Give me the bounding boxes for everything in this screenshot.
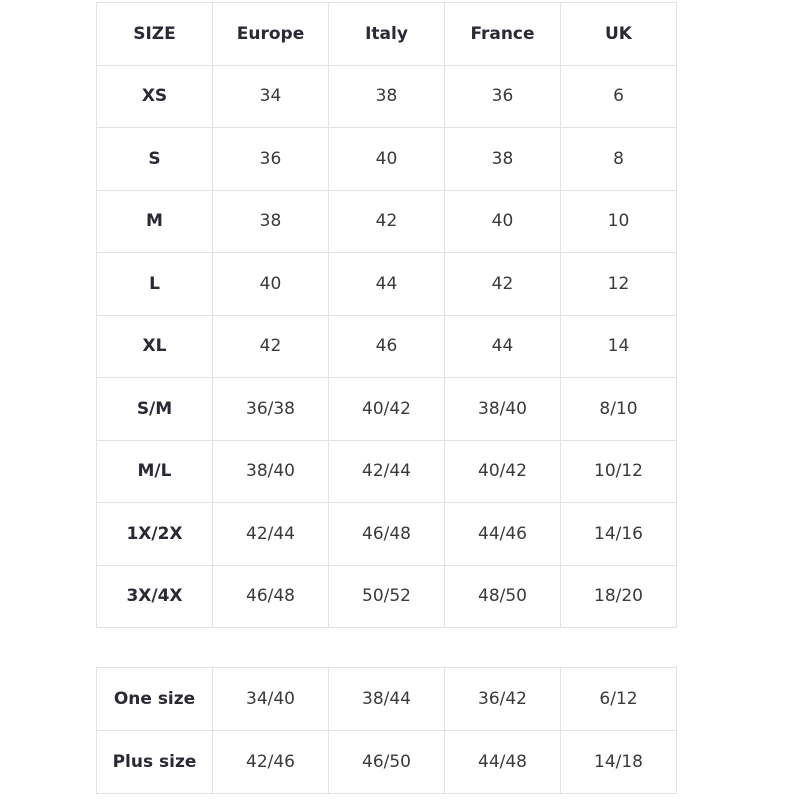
table-cell: 6/12 — [560, 667, 677, 731]
table-cell: 34 — [212, 64, 329, 128]
table-cell: 10/12 — [560, 439, 677, 503]
table-cell: 10 — [560, 189, 677, 253]
table-cell: 42 — [444, 252, 561, 316]
column-header: SIZE — [96, 2, 213, 66]
table-cell: 36/38 — [212, 377, 329, 441]
table-row: M/L 38/40 42/44 40/42 10/12 — [96, 439, 677, 503]
table-cell: 38 — [444, 127, 561, 191]
column-header: Italy — [328, 2, 445, 66]
table-cell: 46 — [328, 314, 445, 378]
table-cell: 6 — [560, 64, 677, 128]
table-cell: 12 — [560, 252, 677, 316]
table-cell: 44 — [328, 252, 445, 316]
table-cell: 14/16 — [560, 502, 677, 566]
table-row: Plus size 42/46 46/50 44/48 14/18 — [96, 730, 677, 794]
special-size-table: One size 34/40 38/44 36/42 6/12 Plus size 42/4… — [96, 667, 677, 794]
column-header: Europe — [212, 2, 329, 66]
table-cell: 42/44 — [212, 502, 329, 566]
table-cell: 42 — [212, 314, 329, 378]
column-header: UK — [560, 2, 677, 66]
table-cell: 40 — [444, 189, 561, 253]
table-row: L 40 44 42 12 — [96, 252, 677, 316]
table-cell: 46/50 — [328, 730, 445, 794]
size-label-cell: M/L — [96, 439, 213, 503]
table-cell: 46/48 — [328, 502, 445, 566]
table-row: S 36 40 38 8 — [96, 127, 677, 191]
size-label-cell: S/M — [96, 377, 213, 441]
size-label-cell: L — [96, 252, 213, 316]
size-label-cell: M — [96, 189, 213, 253]
table-cell: 34/40 — [212, 667, 329, 731]
table-cell: 14/18 — [560, 730, 677, 794]
table-cell: 42/44 — [328, 439, 445, 503]
table-cell: 38 — [212, 189, 329, 253]
table-cell: 44 — [444, 314, 561, 378]
table-cell: 40/42 — [444, 439, 561, 503]
table-cell: 42/46 — [212, 730, 329, 794]
size-chart-table: SIZE Europe Italy France UK XS 34 38 36 6 S 36 40 38 8… — [96, 2, 677, 628]
table-cell: 8 — [560, 127, 677, 191]
table-cell: 40 — [328, 127, 445, 191]
table-cell: 38/40 — [212, 439, 329, 503]
table-cell: 38/44 — [328, 667, 445, 731]
table-row: 1X/2X 42/44 46/48 44/46 14/16 — [96, 502, 677, 566]
table-row: XL 42 46 44 14 — [96, 314, 677, 378]
table-row: M 38 42 40 10 — [96, 189, 677, 253]
table-cell: 36 — [212, 127, 329, 191]
table-cell: 36 — [444, 64, 561, 128]
table-cell: 40 — [212, 252, 329, 316]
table-cell: 44/46 — [444, 502, 561, 566]
table-cell: 36/42 — [444, 667, 561, 731]
table-cell: 48/50 — [444, 564, 561, 628]
table-cell: 42 — [328, 189, 445, 253]
table-cell: 14 — [560, 314, 677, 378]
table-cell: 38 — [328, 64, 445, 128]
size-label-cell: One size — [96, 667, 213, 731]
size-label-cell: Plus size — [96, 730, 213, 794]
table-cell: 44/48 — [444, 730, 561, 794]
header-row: SIZE Europe Italy France UK — [96, 2, 677, 66]
size-label-cell: XL — [96, 314, 213, 378]
column-header: France — [444, 2, 561, 66]
table-cell: 18/20 — [560, 564, 677, 628]
table-row: One size 34/40 38/44 36/42 6/12 — [96, 667, 677, 731]
table-row: S/M 36/38 40/42 38/40 8/10 — [96, 377, 677, 441]
size-label-cell: 3X/4X — [96, 564, 213, 628]
size-label-cell: XS — [96, 64, 213, 128]
table-row: 3X/4X 46/48 50/52 48/50 18/20 — [96, 564, 677, 628]
table-row: XS 34 38 36 6 — [96, 64, 677, 128]
table-cell: 40/42 — [328, 377, 445, 441]
table-cell: 8/10 — [560, 377, 677, 441]
size-label-cell: 1X/2X — [96, 502, 213, 566]
table-cell: 46/48 — [212, 564, 329, 628]
table-cell: 50/52 — [328, 564, 445, 628]
table-cell: 38/40 — [444, 377, 561, 441]
size-label-cell: S — [96, 127, 213, 191]
